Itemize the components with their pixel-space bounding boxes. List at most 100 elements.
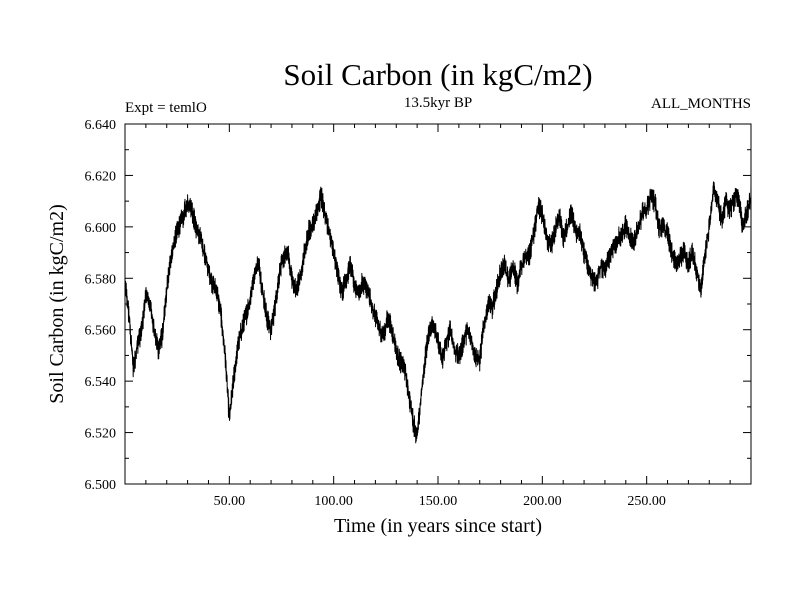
data-point — [659, 226, 660, 227]
data-point — [583, 252, 584, 253]
x-tick-label: 150.00 — [419, 494, 458, 509]
data-point — [275, 303, 276, 304]
data-point — [329, 231, 330, 232]
data-point — [400, 360, 401, 361]
data-point — [291, 278, 292, 279]
data-point — [187, 201, 188, 202]
data-point — [734, 198, 735, 199]
data-point — [183, 216, 184, 217]
data-point — [650, 195, 651, 196]
data-point — [592, 278, 593, 279]
data-point — [558, 213, 559, 214]
data-point — [304, 252, 305, 253]
data-point — [296, 291, 297, 292]
data-point — [333, 252, 334, 253]
data-point — [642, 213, 643, 214]
data-point — [613, 247, 614, 248]
data-point — [688, 265, 689, 266]
data-point — [396, 350, 397, 351]
data-point — [391, 329, 392, 330]
data-point — [479, 360, 480, 361]
data-point — [387, 316, 388, 317]
data-point — [450, 329, 451, 330]
plot-frame — [124, 123, 752, 485]
data-point — [709, 226, 710, 227]
data-point — [663, 226, 664, 227]
data-point — [162, 334, 163, 335]
data-point — [225, 355, 226, 356]
data-point — [629, 239, 630, 240]
series-line-soil-carbon — [124, 181, 752, 444]
data-point — [325, 213, 326, 214]
data-point — [567, 226, 568, 227]
data-point — [700, 291, 701, 292]
data-point — [158, 350, 159, 351]
y-axis-label: Soil Carbon (in kgC/m2) — [46, 204, 68, 403]
data-point — [404, 368, 405, 369]
data-point — [646, 208, 647, 209]
data-point — [571, 213, 572, 214]
data-point — [575, 231, 576, 232]
data-point — [166, 291, 167, 292]
data-point — [563, 239, 564, 240]
data-point — [137, 342, 138, 343]
data-point — [220, 314, 221, 315]
data-point — [609, 257, 610, 258]
data-point — [408, 393, 409, 394]
data-point — [245, 316, 246, 317]
data-point — [149, 303, 150, 304]
data-point — [704, 252, 705, 253]
data-point — [237, 347, 238, 348]
y-tick-label: 6.520 — [85, 427, 117, 442]
data-point — [179, 226, 180, 227]
data-point — [542, 213, 543, 214]
data-point — [170, 257, 171, 258]
y-tick-label: 6.600 — [85, 221, 117, 236]
data-point — [454, 350, 455, 351]
data-point — [279, 273, 280, 274]
y-tick-label: 6.560 — [85, 324, 117, 339]
data-point — [141, 329, 142, 330]
data-point — [604, 270, 605, 271]
data-point — [241, 329, 242, 330]
data-point — [350, 265, 351, 266]
x-tick-label: 200.00 — [523, 494, 562, 509]
data-point — [725, 201, 726, 202]
data-point — [191, 208, 192, 209]
data-point — [362, 283, 363, 284]
data-point — [508, 283, 509, 284]
data-point — [654, 201, 655, 202]
x-tick-label: 100.00 — [314, 494, 353, 509]
data-point — [145, 293, 146, 294]
y-tick-label: 6.500 — [85, 478, 117, 493]
data-point — [596, 283, 597, 284]
data-point — [354, 285, 355, 286]
data-point — [446, 342, 447, 343]
data-point — [696, 273, 697, 274]
data-point — [437, 342, 438, 343]
data-point — [471, 339, 472, 340]
data-point — [500, 273, 501, 274]
data-layer — [124, 181, 752, 444]
data-point — [517, 283, 518, 284]
data-point — [513, 265, 514, 266]
y-tick-label: 6.640 — [85, 118, 117, 133]
data-point — [625, 226, 626, 227]
data-point — [233, 381, 234, 382]
y-tick-label: 6.540 — [85, 375, 117, 390]
data-point — [684, 252, 685, 253]
data-point — [525, 257, 526, 258]
data-point — [504, 265, 505, 266]
data-point — [462, 342, 463, 343]
data-point — [675, 262, 676, 263]
data-point — [546, 239, 547, 240]
data-point — [458, 355, 459, 356]
data-point — [212, 283, 213, 284]
data-point — [129, 316, 130, 317]
x-axis-label: Time (in years since start) — [334, 515, 542, 537]
x-tick-label: 250.00 — [627, 494, 666, 509]
data-point — [442, 360, 443, 361]
data-point — [258, 262, 259, 263]
